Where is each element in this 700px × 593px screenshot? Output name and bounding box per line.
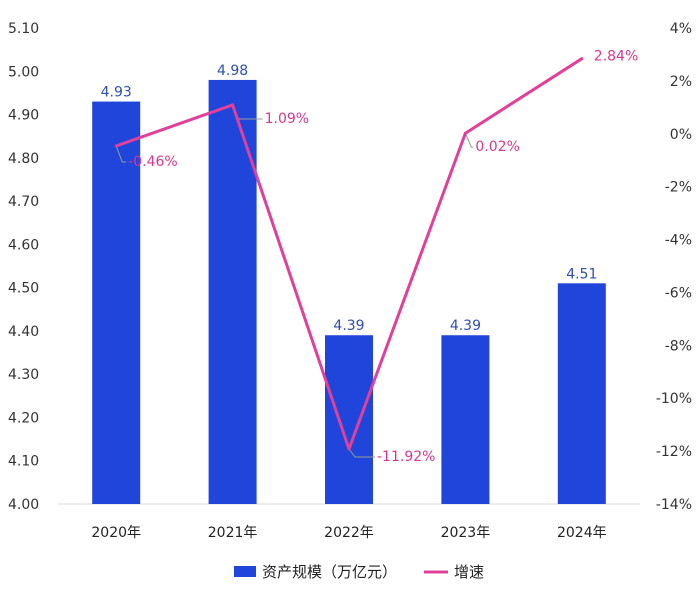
- left-y-tick-label: 5.00: [8, 64, 39, 80]
- bar-series: [92, 79, 606, 505]
- line-data-label: 1.09%: [265, 111, 309, 127]
- x-tick-label: 2022年: [324, 525, 374, 541]
- bar-data-labels: 4.93 4.98 4.39 4.39 4.51: [101, 63, 598, 334]
- line-data-label: 2.84%: [594, 49, 638, 65]
- bar: [208, 79, 257, 504]
- line-series: [114, 57, 584, 451]
- left-y-tick-label: 4.60: [8, 237, 39, 253]
- left-y-tick-label: 4.70: [8, 194, 39, 210]
- bar: [92, 101, 141, 505]
- x-axis-ticks: 2020年 2021年 2022年 2023年 2024年: [91, 525, 606, 541]
- right-y-tick-label: -10%: [656, 391, 692, 407]
- right-y-tick-label: -2%: [665, 180, 692, 196]
- line-point: [347, 447, 351, 451]
- bar-data-label: 4.39: [450, 318, 481, 334]
- line-data-label: 0.02%: [475, 139, 519, 155]
- line-point: [231, 103, 235, 107]
- left-y-tick-label: 4.10: [8, 454, 39, 470]
- legend-label-line: 增速: [454, 563, 484, 581]
- right-y-tick-label: -6%: [665, 285, 692, 301]
- legend: 资产规模（万亿元） 增速: [234, 563, 484, 581]
- right-y-tick-label: -14%: [656, 497, 692, 513]
- bar-data-label: 4.93: [101, 85, 132, 101]
- line-point: [580, 57, 584, 61]
- left-y-tick-label: 4.90: [8, 108, 39, 124]
- label-leader-line: [348, 448, 375, 458]
- label-leader-line: [464, 133, 474, 148]
- right-y-tick-label: -12%: [656, 444, 692, 460]
- left-y-tick-label: 4.30: [8, 367, 39, 383]
- right-y-axis: 4% 2% 0% -2% -4% -6% -8% -10% -12% -14%: [656, 21, 692, 513]
- bar: [325, 335, 373, 504]
- x-tick-label: 2024年: [557, 525, 607, 541]
- line-point: [463, 131, 467, 135]
- x-tick-label: 2023年: [441, 525, 491, 541]
- line-point: [114, 144, 118, 148]
- left-y-axis: 5.10 5.00 4.90 4.80 4.70 4.60 4.50 4.40 4.30 4.20…: [8, 21, 39, 513]
- left-y-tick-label: 4.40: [8, 324, 39, 340]
- bar-data-label: 4.39: [333, 318, 364, 334]
- right-y-tick-label: -4%: [665, 233, 692, 249]
- x-tick-label: 2020年: [91, 525, 141, 541]
- bar-data-label: 4.51: [566, 266, 597, 282]
- right-y-tick-label: -8%: [665, 338, 692, 354]
- line-data-label: -0.46%: [128, 154, 178, 170]
- left-y-tick-label: 4.00: [8, 497, 39, 513]
- line-data-label: -11.92%: [377, 449, 435, 465]
- left-y-tick-label: 4.50: [8, 281, 39, 297]
- x-tick-label: 2021年: [208, 525, 258, 541]
- bar: [557, 283, 606, 504]
- label-leader-line: [115, 145, 127, 163]
- bar: [441, 335, 490, 504]
- line-data-labels: -0.46% 1.09% -11.92% 0.02% 2.84%: [128, 49, 638, 465]
- left-y-tick-label: 4.80: [8, 151, 39, 167]
- legend-swatch-bar: [234, 566, 256, 577]
- left-y-tick-label: 4.20: [8, 410, 39, 426]
- right-y-tick-label: 0%: [670, 127, 692, 143]
- right-y-tick-label: 4%: [670, 21, 692, 37]
- bar-data-label: 4.98: [217, 63, 248, 79]
- left-y-tick-label: 5.10: [8, 21, 39, 37]
- legend-label-bar: 资产规模（万亿元）: [262, 563, 397, 581]
- right-y-tick-label: 2%: [670, 74, 692, 90]
